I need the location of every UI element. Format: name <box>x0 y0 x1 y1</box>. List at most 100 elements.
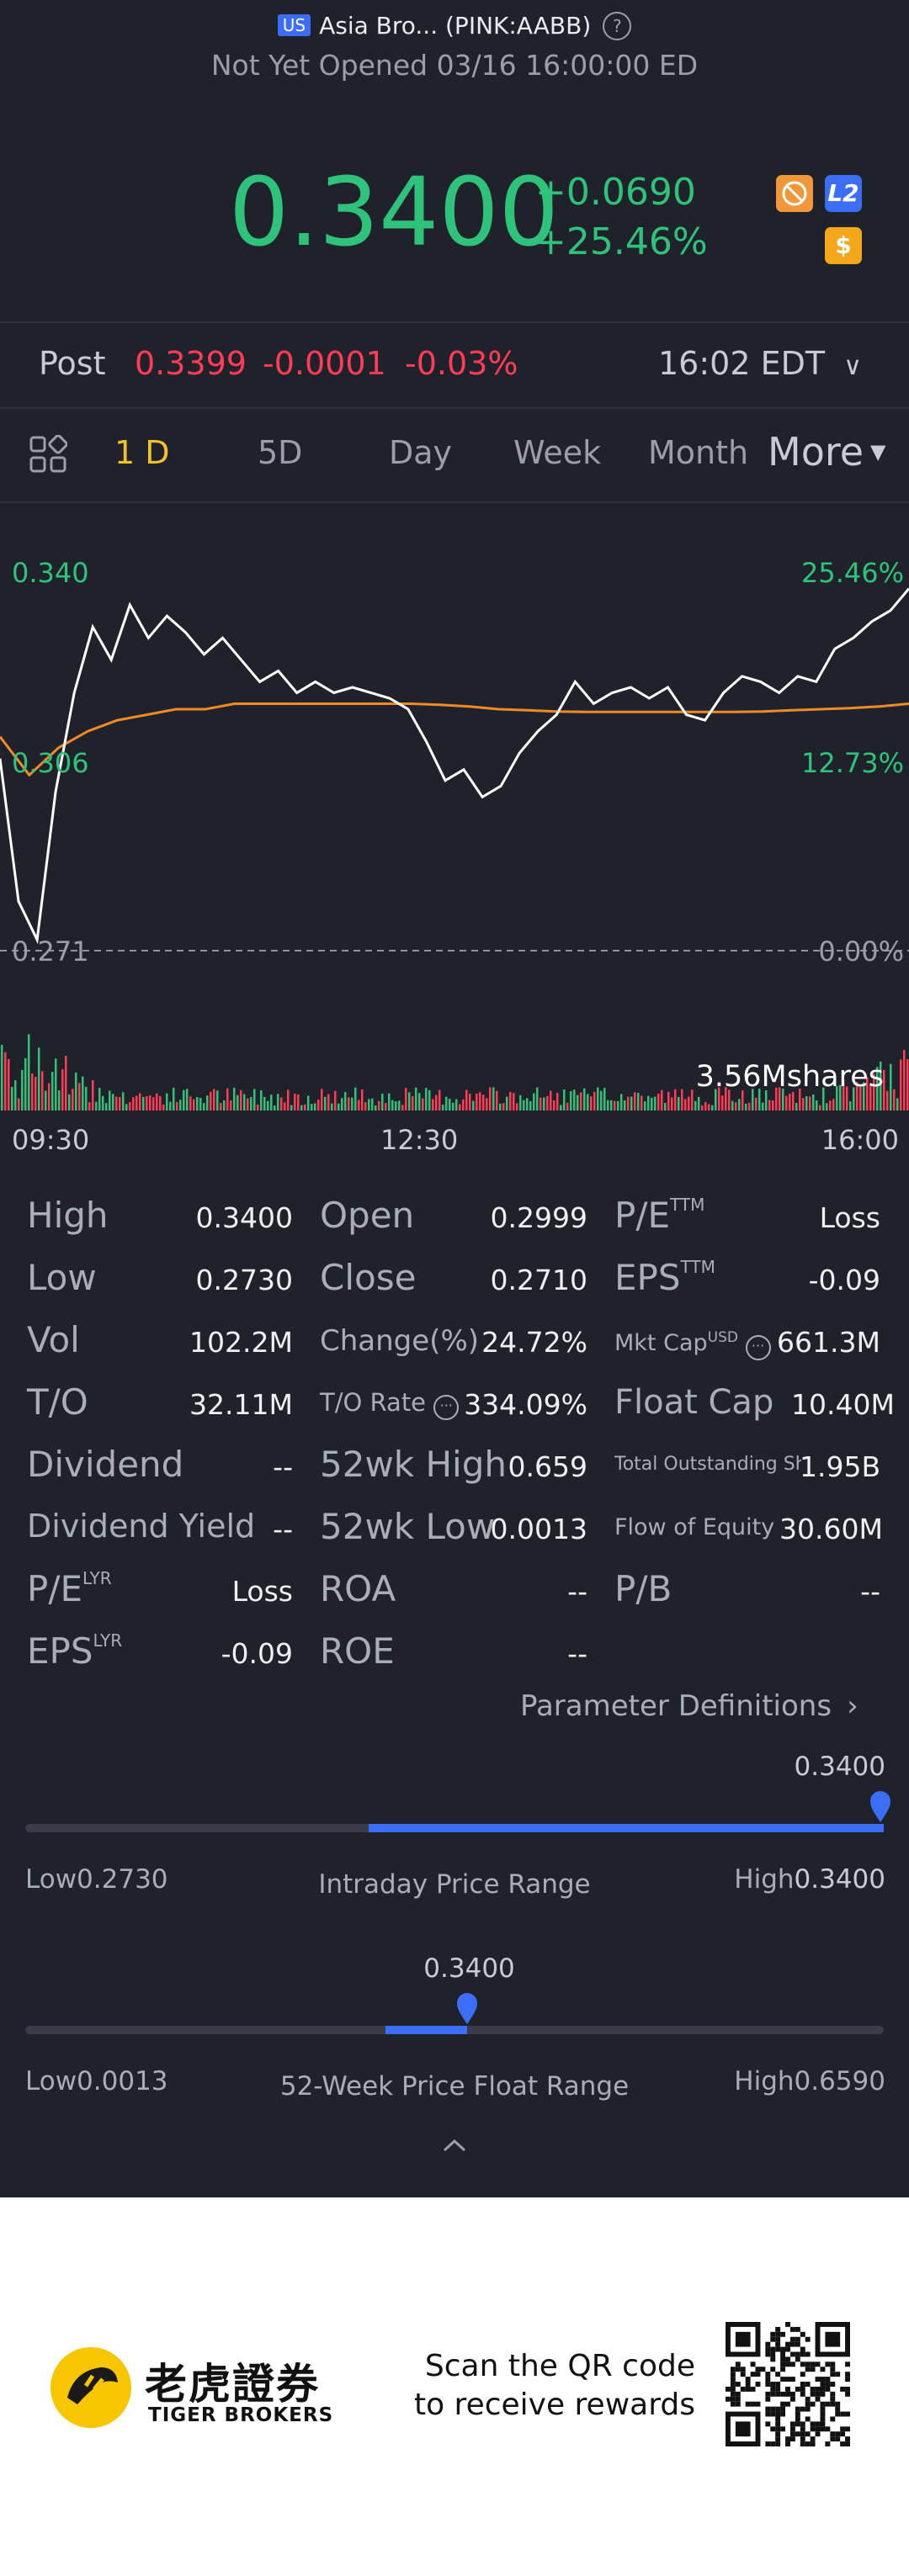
stat-eps-lyr-label: EPSLYR <box>27 1630 122 1672</box>
stat-52wk-low-value: 0.0013 <box>490 1513 587 1545</box>
volume-bar <box>859 1086 862 1110</box>
no-trade-icon[interactable] <box>776 175 813 212</box>
volume-bar <box>886 1090 889 1110</box>
volume-bar <box>31 1073 34 1110</box>
stat-high-label: High <box>27 1195 109 1236</box>
volume-bar <box>119 1097 121 1110</box>
post-change-percent: -0.03% <box>405 345 518 382</box>
volume-bar <box>105 1103 108 1110</box>
more-info-icon[interactable]: ··· <box>433 1395 460 1420</box>
volume-bar <box>519 1095 522 1110</box>
volume-bar <box>543 1097 545 1110</box>
intraday-marker-icon <box>869 1790 892 1827</box>
volume-bar <box>213 1089 215 1110</box>
volume-bar <box>321 1089 323 1110</box>
volume-bar <box>627 1096 630 1110</box>
stat-turnover-rate-label: T/O Rate ··· <box>320 1388 460 1420</box>
tab-day[interactable]: Day <box>389 434 453 471</box>
volume-bar <box>506 1096 508 1110</box>
volume-bar <box>762 1102 764 1110</box>
volume-bar <box>162 1104 165 1110</box>
volume-bar <box>593 1091 596 1110</box>
volume-bar <box>617 1100 619 1110</box>
tab-more[interactable]: More ▼ <box>768 429 886 474</box>
volume-bar <box>358 1100 360 1110</box>
stat-change-label: Change(%) <box>320 1324 480 1358</box>
volume-bar <box>149 1095 152 1110</box>
stat-roa-value: -- <box>567 1575 587 1608</box>
help-icon[interactable]: ? <box>603 12 632 40</box>
volume-bar <box>21 1069 24 1110</box>
level2-icon[interactable]: L2 <box>825 175 862 212</box>
volume-bar <box>425 1088 428 1110</box>
volume-bar <box>304 1104 306 1110</box>
intraday-chart[interactable] <box>0 538 909 1119</box>
y-right-mid: 12.73% <box>800 747 904 779</box>
volume-bar <box>324 1096 327 1110</box>
stat-low-label: Low <box>27 1257 97 1298</box>
volume-bar <box>822 1087 825 1110</box>
volume-bar <box>354 1087 357 1110</box>
volume-bar <box>196 1096 199 1110</box>
volume-bar <box>482 1095 485 1110</box>
price-line <box>0 587 909 945</box>
volume-bar <box>314 1103 316 1110</box>
volume-bar <box>678 1096 680 1110</box>
volume-bar <box>331 1103 333 1110</box>
header-title[interactable]: US Asia Bro... (PINK:AABB)? <box>0 12 909 40</box>
promo-line2: to receive rewards <box>413 2388 695 2422</box>
stat-pe-ttm-label: P/ETTM <box>614 1195 704 1236</box>
volume-bar <box>75 1072 77 1110</box>
volume-bar <box>129 1101 131 1110</box>
volume-bar <box>671 1097 673 1110</box>
volume-bar <box>896 1098 899 1110</box>
week52-range-title: 52-Week Price Float Range <box>279 2071 630 2102</box>
volume-bar <box>72 1089 74 1110</box>
volume-bar <box>620 1094 623 1110</box>
volume-bar <box>843 1080 845 1110</box>
volume-bar <box>41 1071 44 1110</box>
parameter-definitions-link[interactable]: Parameter Definitions › <box>520 1689 858 1723</box>
volume-bar <box>536 1087 539 1110</box>
volume-bar <box>78 1083 81 1110</box>
tab-month[interactable]: Month <box>648 434 749 471</box>
volume-bar <box>590 1096 593 1110</box>
volume-bar <box>287 1089 290 1110</box>
tab-1d[interactable]: 1 D <box>114 434 170 471</box>
intraday-range-title: Intraday Price Range <box>318 1869 591 1900</box>
volume-bar <box>115 1096 118 1110</box>
layout-grid-icon[interactable] <box>29 434 68 477</box>
volume-bar <box>674 1089 677 1110</box>
volume-bar <box>496 1090 498 1110</box>
volume-bar <box>502 1103 505 1110</box>
volume-bar <box>391 1100 394 1110</box>
volume-bar <box>11 1086 13 1110</box>
volume-bar <box>210 1091 212 1110</box>
stat-roe-label: ROE <box>320 1630 395 1672</box>
volume-bar <box>364 1102 367 1110</box>
stat-open-value: 0.2999 <box>490 1201 587 1234</box>
volume-bar <box>516 1103 518 1110</box>
volume-bar <box>341 1098 343 1110</box>
volume-bar <box>136 1095 138 1110</box>
tab-5d[interactable]: 5D <box>258 434 303 471</box>
volume-bar <box>395 1101 397 1110</box>
tab-week[interactable]: Week <box>513 434 602 471</box>
volume-bar <box>651 1097 653 1110</box>
volume-bar <box>344 1092 347 1110</box>
volume-bar <box>755 1097 758 1110</box>
volume-bar <box>156 1093 158 1110</box>
stat-total-outstanding-value: 1.95B <box>800 1450 881 1483</box>
dollar-icon[interactable]: $ <box>825 227 862 264</box>
volume-bar <box>290 1105 293 1110</box>
volume-bar <box>577 1095 579 1110</box>
volume-bar <box>398 1100 401 1110</box>
volume-bar <box>465 1089 468 1110</box>
intraday-high-value: 0.3400 <box>794 1864 885 1895</box>
more-info-icon[interactable]: ··· <box>745 1335 771 1360</box>
volume-bar <box>711 1105 714 1110</box>
collapse-chevron-up-icon[interactable] <box>442 2137 467 2157</box>
stat-eps-lyr-value: -0.09 <box>221 1637 293 1670</box>
volume-bar <box>583 1088 586 1110</box>
post-time[interactable]: 16:02 EDT ∨ <box>658 345 862 382</box>
